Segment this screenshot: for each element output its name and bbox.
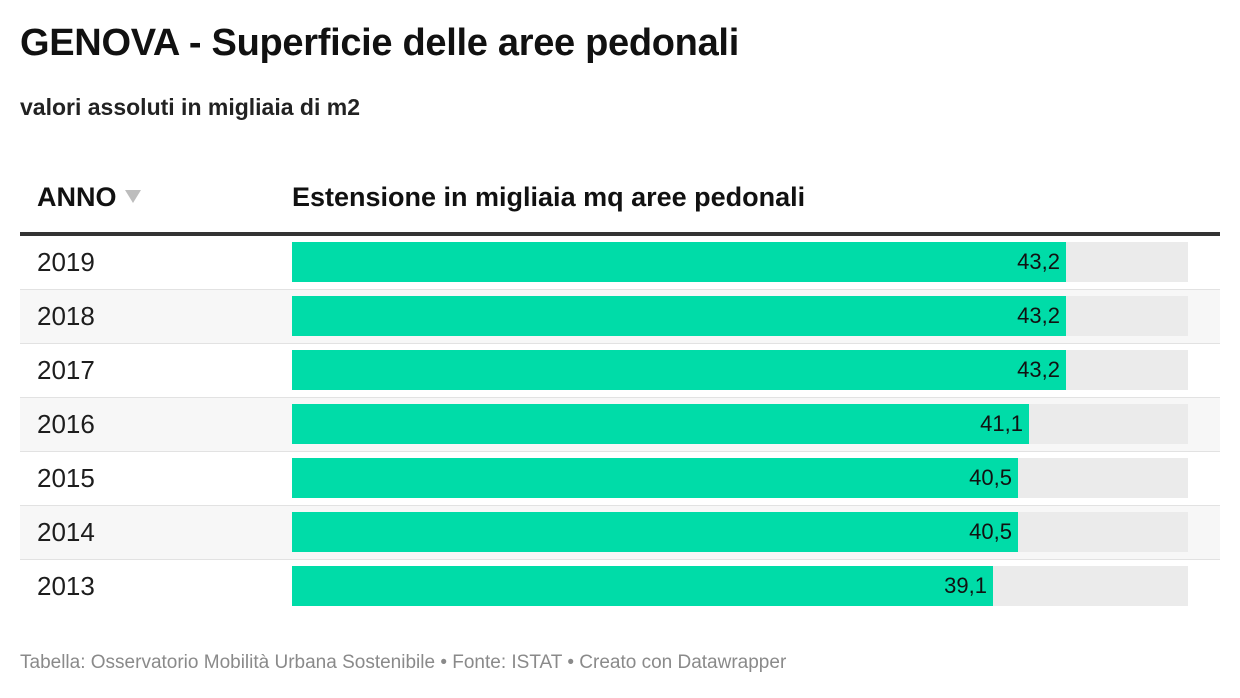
year-cell: 2016 bbox=[37, 409, 95, 439]
column-header-year-label: ANNO bbox=[37, 182, 117, 212]
bar bbox=[292, 350, 1066, 390]
bar-value-label: 43,2 bbox=[1017, 303, 1060, 328]
table-row: 2016 41,1 bbox=[20, 398, 1220, 452]
year-cell: 2014 bbox=[37, 517, 95, 547]
table-header: ANNO Estensione in migliaia mq aree pedo… bbox=[20, 172, 1220, 236]
year-cell: 2013 bbox=[37, 571, 95, 601]
column-header-value: Estensione in migliaia mq aree pedonali bbox=[292, 182, 806, 212]
bar bbox=[292, 458, 1018, 498]
year-cell: 2017 bbox=[37, 355, 95, 385]
year-cell: 2019 bbox=[37, 247, 95, 277]
bar bbox=[292, 404, 1029, 444]
table-row: 2019 43,2 bbox=[20, 236, 1220, 290]
year-cell: 2015 bbox=[37, 463, 95, 493]
bar-value-label: 40,5 bbox=[969, 519, 1012, 544]
footer-credits: Tabella: Osservatorio Mobilità Urbana So… bbox=[20, 652, 787, 673]
table-row: 2015 40,5 bbox=[20, 452, 1220, 506]
bar-track: 39,1 bbox=[292, 566, 1188, 606]
bar-track: 43,2 bbox=[292, 242, 1188, 282]
bar-value-label: 39,1 bbox=[944, 573, 987, 598]
triangle-down-icon[interactable] bbox=[124, 190, 141, 204]
bar-track: 41,1 bbox=[292, 404, 1188, 444]
bar bbox=[292, 296, 1066, 336]
bar-value-label: 43,2 bbox=[1017, 249, 1060, 274]
table-row: 2014 40,5 bbox=[20, 506, 1220, 560]
table-body: 2019 43,2 2018 43,2 2017 43,2 2016 41,1 2015 40,5… bbox=[20, 236, 1220, 613]
bar bbox=[292, 242, 1066, 282]
bar-track: 40,5 bbox=[292, 458, 1188, 498]
bar-value-label: 41,1 bbox=[980, 411, 1023, 436]
bar-track: 40,5 bbox=[292, 512, 1188, 552]
bar-track: 43,2 bbox=[292, 296, 1188, 336]
table-row: 2017 43,2 bbox=[20, 344, 1220, 398]
column-header-year[interactable]: ANNO bbox=[37, 182, 141, 213]
chart-subtitle: valori assoluti in migliaia di m2 bbox=[20, 94, 360, 120]
bar bbox=[292, 512, 1018, 552]
data-table: ANNO Estensione in migliaia mq aree pedo… bbox=[20, 172, 1220, 613]
chart-title: GENOVA - Superficie delle aree pedonali bbox=[20, 22, 739, 64]
bar-track: 43,2 bbox=[292, 350, 1188, 390]
bar-value-label: 43,2 bbox=[1017, 357, 1060, 382]
table-row: 2018 43,2 bbox=[20, 290, 1220, 344]
year-cell: 2018 bbox=[37, 301, 95, 331]
bar bbox=[292, 566, 993, 606]
bar-value-label: 40,5 bbox=[969, 465, 1012, 490]
table-row: 2013 39,1 bbox=[20, 560, 1220, 613]
